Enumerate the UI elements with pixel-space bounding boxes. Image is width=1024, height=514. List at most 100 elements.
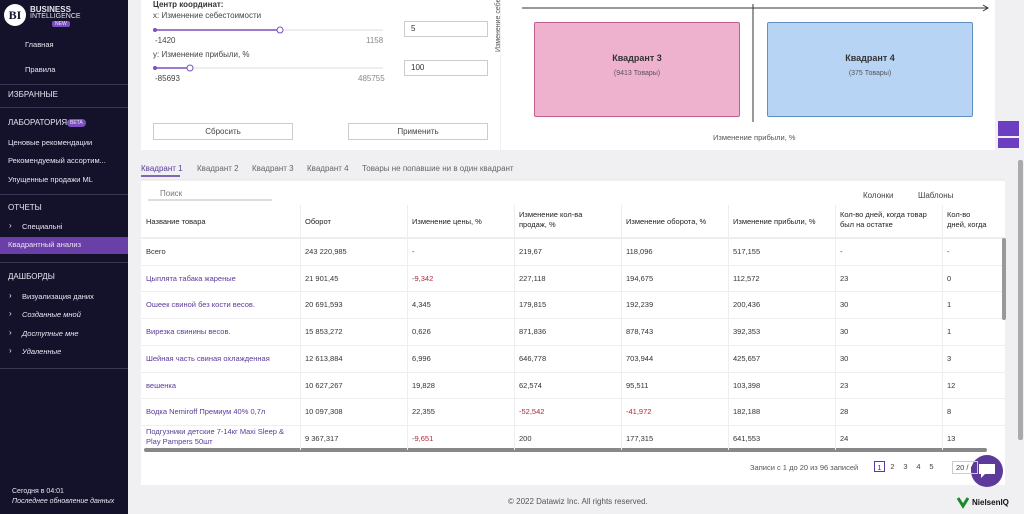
table-cell: 1 [947, 327, 952, 337]
table-cell: 30 [840, 327, 849, 337]
nav-item[interactable]: ЛАБОРАТОРИЯ [8, 118, 68, 127]
nav-item[interactable]: Упущенные продажи ML [8, 175, 93, 184]
tab[interactable]: Товары не попавшие ни в один квадрант [362, 164, 514, 173]
quadrant-count: (9413 Товары) [613, 70, 661, 77]
row-divider [141, 344, 1005, 346]
table-cell: 10 627,267 [305, 380, 343, 390]
column-header[interactable]: Изменение цены, % [412, 217, 482, 226]
table-cell: 425,657 [733, 353, 761, 363]
nav-item[interactable]: Созданные мной [22, 310, 81, 319]
tab[interactable]: Квадрант 2 [197, 164, 239, 173]
column-header[interactable]: Изменение оборота, % [626, 217, 707, 226]
nav-item[interactable]: ОТЧЕТЫ [8, 203, 42, 212]
table-cell: 517,155 [733, 247, 761, 256]
table-cell: 12 613,884 [305, 353, 343, 363]
nav-item[interactable]: Визуализация даних [22, 292, 94, 301]
nav-item[interactable]: Ценовые рекомендации [8, 138, 93, 147]
nav-item[interactable]: ИЗБРАННЫЕ [8, 90, 58, 99]
table-cell[interactable]: Шейная часть свиная охлажденная [146, 353, 270, 363]
page-size[interactable]: 20 / с [952, 461, 979, 474]
search-input[interactable]: Поиск [160, 189, 183, 198]
table-cell: -52,542 [519, 407, 545, 417]
page-button[interactable]: 2 [890, 462, 895, 471]
table-cell[interactable]: Вирезка свинины весов. [146, 327, 231, 337]
nav-item[interactable]: Рекомендуемый ассортим... [8, 156, 106, 165]
table-cell: - [947, 247, 950, 256]
column-divider [514, 205, 515, 450]
sync-note: Последнее обновление данных [12, 498, 115, 505]
templates-button[interactable]: Шаблоны [918, 191, 954, 200]
table-cell[interactable]: вешенка [146, 380, 177, 390]
table-cell: 219,67 [519, 247, 542, 256]
column-header[interactable]: Кол-во дней, когда товар был на остатке [840, 210, 927, 229]
table-cell: 30 [840, 353, 849, 363]
table-cell[interactable]: Водка Nemiroff Премиум 40% 0,7л [146, 407, 266, 417]
table-cell: 871,836 [519, 327, 547, 337]
page-button[interactable]: 4 [916, 462, 921, 471]
chevron: › [9, 346, 12, 355]
table-cell: - [840, 247, 843, 256]
divider [0, 84, 128, 85]
column-header[interactable]: Кол-во дней, когда товар не продава [947, 210, 987, 232]
quadrant-title: Квадрант 4 [845, 53, 895, 63]
table-cell: 95,511 [626, 380, 649, 390]
x-input[interactable]: 5 [404, 21, 488, 37]
page-button[interactable]: 3 [903, 462, 908, 471]
quadrant-box[interactable] [534, 22, 740, 117]
column-divider [621, 205, 622, 450]
table-cell: 9 367,317 [305, 433, 339, 443]
y-input[interactable]: 100 [404, 60, 488, 76]
columns-button[interactable]: Колонки [863, 191, 894, 200]
nav-item[interactable]: Доступные мне [22, 329, 79, 338]
table-cell: - [412, 247, 415, 256]
column-header[interactable]: Изменение прибыли, % [733, 217, 816, 226]
table-cell: 179,815 [519, 300, 547, 310]
nav-item[interactable]: Правила [25, 65, 56, 74]
nav-item[interactable]: Главная [25, 40, 54, 49]
table-cell: 200,436 [733, 300, 761, 310]
table-cell: 15 853,272 [305, 327, 343, 337]
quadrant-box[interactable] [767, 22, 973, 117]
nav-item[interactable]: Квадрантный анализ [8, 240, 82, 249]
table-cell: -41,972 [626, 407, 652, 417]
column-header[interactable]: Изменение кол-ва продаж, % [519, 210, 583, 229]
table-cell: 23 [840, 380, 849, 390]
column-divider [942, 205, 943, 450]
x-axis-label: Изменение прибыли, % [713, 133, 796, 142]
row-divider [141, 424, 1005, 426]
column-divider [728, 205, 729, 450]
logo-line: BUSINESS [30, 5, 71, 14]
reset-button[interactable]: Сбросить [153, 123, 293, 140]
table-cell: Всего [146, 247, 166, 256]
table-cell: 182,188 [733, 407, 761, 417]
divider [0, 262, 128, 263]
column-header[interactable]: Оборот [305, 217, 331, 226]
apply-button[interactable]: Применить [348, 123, 488, 140]
tab[interactable]: Квадрант 1 [141, 164, 183, 173]
table-cell: 21 901,45 [305, 273, 339, 283]
table-cell: 10 097,308 [305, 407, 343, 417]
nav-item[interactable]: ДАШБОРДЫ [8, 272, 55, 281]
table-cell[interactable]: Подгузники детские 7-14кг Maxi Sleep & P… [146, 426, 285, 446]
table-cell: 4,345 [412, 300, 431, 310]
quadrant-count: (375 Товары) [848, 70, 892, 77]
page-button[interactable]: 1 [874, 461, 885, 472]
y-min: -85693 [155, 74, 180, 83]
table-cell[interactable]: Цыплята табака жареные [146, 273, 236, 283]
table-cell: 28 [840, 407, 849, 417]
nav-item[interactable]: Удаленные [22, 347, 62, 356]
table-cell: 878,743 [626, 327, 654, 337]
page-button[interactable]: 5 [929, 462, 934, 471]
row-divider [141, 291, 1005, 293]
table-card [141, 180, 1005, 485]
tab[interactable]: Квадрант 3 [252, 164, 294, 173]
table-cell[interactable]: Ошеек свиной без кости весов. [146, 300, 255, 310]
nav-item[interactable]: Специальні [22, 222, 63, 231]
tab[interactable]: Квадрант 4 [307, 164, 349, 173]
row-divider [141, 264, 1005, 266]
table-body: Всего 243 220,985 - 219,67 118,096 517,155 - - Ц… [141, 238, 1005, 450]
table-cell: 1 [947, 300, 952, 310]
table-cell: -9,342 [412, 273, 434, 283]
column-header[interactable]: Название товара [146, 217, 206, 226]
table-cell: 194,675 [626, 273, 654, 283]
